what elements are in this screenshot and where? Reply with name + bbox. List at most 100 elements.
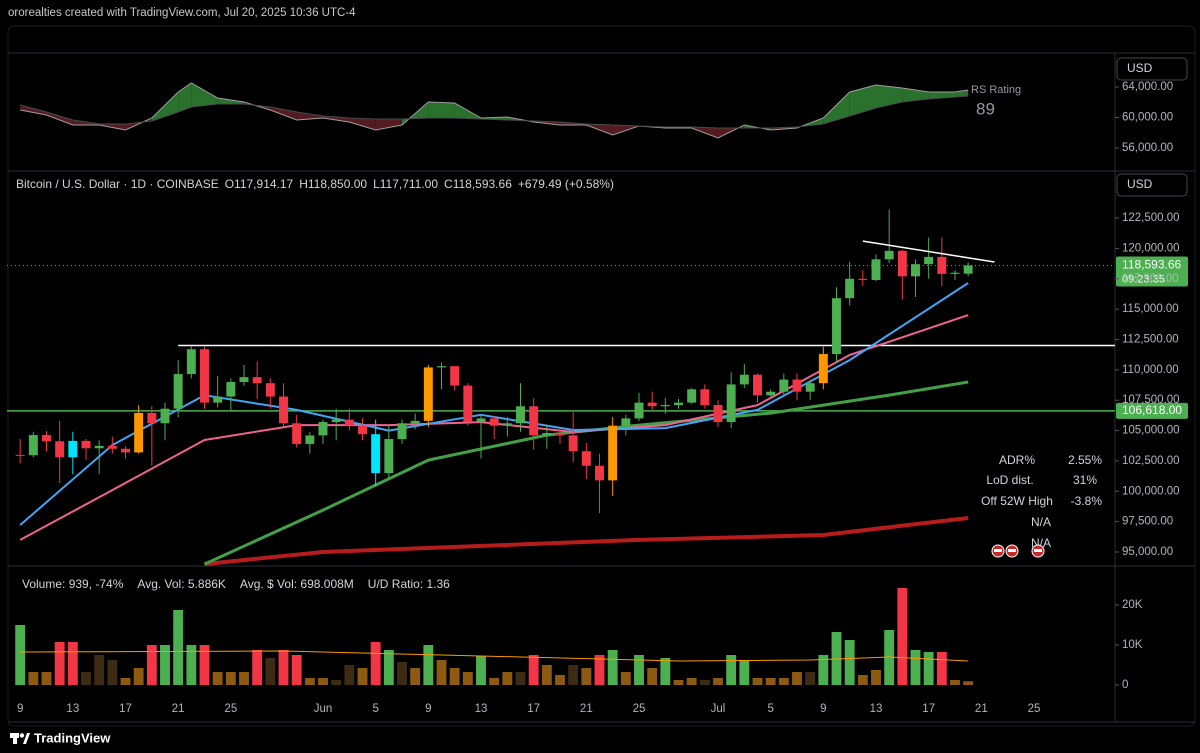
candle-body	[621, 418, 631, 426]
candle-body	[568, 435, 578, 452]
stat-value: 2.55%	[1068, 453, 1102, 467]
candle-body	[581, 451, 591, 466]
rs-fill	[375, 118, 402, 130]
volume-bar	[739, 660, 750, 685]
volume-bar	[620, 672, 631, 685]
candle-body	[516, 406, 525, 424]
candle-body	[911, 264, 920, 277]
volume-bar	[528, 655, 539, 685]
trendline	[862, 240, 995, 263]
currency-button[interactable]	[1116, 57, 1188, 81]
candle-body	[832, 298, 841, 355]
candle-body	[173, 374, 183, 409]
y-tick-label: 64,000.00	[1122, 81, 1173, 93]
candle-body	[450, 366, 460, 386]
volume-bar	[160, 645, 170, 685]
candle-body	[226, 381, 236, 397]
y-tick-label: 60,000.00	[1122, 112, 1173, 124]
legend-item: U/D Ratio: 1.36	[368, 577, 450, 591]
volume-bar	[225, 672, 236, 685]
candle-body	[687, 389, 697, 403]
rs-line	[20, 82, 969, 139]
volume-bar	[594, 655, 605, 685]
y-tick-label: 112,500.00	[1122, 334, 1179, 346]
candle-body	[634, 402, 644, 419]
candle-body	[674, 402, 683, 406]
x-tick-label: 13	[475, 703, 488, 715]
candle-body	[924, 256, 934, 265]
volume-bar	[515, 672, 526, 685]
logo-shape	[19, 733, 25, 738]
volume-bar	[41, 672, 52, 685]
candle-body	[871, 259, 881, 280]
flag-icon-band	[994, 549, 1002, 552]
volume-bar	[686, 678, 697, 685]
candle-body	[595, 465, 604, 481]
candle-body	[107, 445, 117, 449]
currency-label[interactable]: USD	[1127, 177, 1153, 191]
volume-bar	[805, 672, 816, 685]
y-tick-label: 100,000.00	[1122, 485, 1180, 497]
candle-body	[200, 349, 209, 403]
legend-change: +679.49 (+0.58%)	[518, 177, 614, 191]
stat-value: 31%	[1073, 473, 1097, 487]
rs-fill	[46, 112, 73, 125]
y-tick-label: 56,000.00	[1122, 142, 1173, 154]
volume-bar	[844, 640, 855, 685]
x-tick-label: Jul	[711, 703, 726, 715]
volume-bar	[120, 678, 131, 685]
rs-fill	[20, 104, 47, 115]
currency-button[interactable]	[1116, 173, 1188, 197]
candle-body	[845, 278, 855, 299]
candle-body	[463, 385, 473, 423]
candle-body	[437, 366, 446, 368]
y-tick-label: 0	[1122, 679, 1128, 691]
currency-label[interactable]: USD	[1127, 61, 1153, 75]
y-tick-label: 10K	[1122, 639, 1143, 651]
volume-bar	[357, 668, 368, 685]
candle-body	[713, 405, 723, 423]
x-tick-label: 17	[922, 703, 935, 715]
stat-label: LoD dist.	[986, 473, 1033, 487]
x-tick-label: 21	[975, 703, 988, 715]
volume-bar	[462, 672, 473, 685]
candle-body	[239, 377, 249, 382]
last-price-label: 118,593.66	[1122, 258, 1181, 272]
volume-bar	[555, 675, 565, 685]
logo-shape	[13, 733, 17, 744]
candle-body	[502, 423, 512, 426]
rs-rating: 89	[976, 99, 995, 118]
volume-bar	[370, 642, 381, 685]
volume-bar	[857, 675, 868, 685]
volume-bar	[489, 678, 500, 685]
rs-fill	[191, 83, 218, 107]
moving-average	[204, 516, 969, 567]
volume-legend: Volume: 939, -74% Avg. Vol: 5.886K Avg. $ …	[22, 577, 450, 591]
candle-body	[950, 272, 960, 274]
volume-bar	[94, 655, 105, 685]
volume-bar	[673, 680, 684, 685]
candle-body	[805, 383, 815, 392]
candle-body	[331, 419, 341, 423]
stat-label: ADR%	[999, 453, 1035, 467]
volume-bar	[607, 650, 618, 685]
rs-fill	[876, 85, 903, 108]
y-tick-label: 102,500.00	[1122, 455, 1180, 467]
rs-fill	[902, 87, 929, 103]
volume-bar	[936, 652, 947, 685]
x-tick-label: 17	[119, 703, 132, 715]
candle-body	[726, 384, 736, 423]
volume-bar	[146, 645, 157, 685]
x-tick-label: 13	[870, 703, 883, 715]
rs-fill	[270, 106, 297, 120]
volume-bar	[107, 660, 118, 685]
volume-bar	[15, 625, 26, 685]
stat-value: N/A	[1031, 515, 1051, 529]
volume-bar	[410, 668, 421, 685]
rs-line	[20, 95, 969, 129]
legend-high: H118,850.00	[299, 177, 367, 191]
rs-fill	[323, 115, 350, 122]
candle-body	[94, 445, 104, 449]
x-tick-label: 25	[1028, 703, 1041, 715]
